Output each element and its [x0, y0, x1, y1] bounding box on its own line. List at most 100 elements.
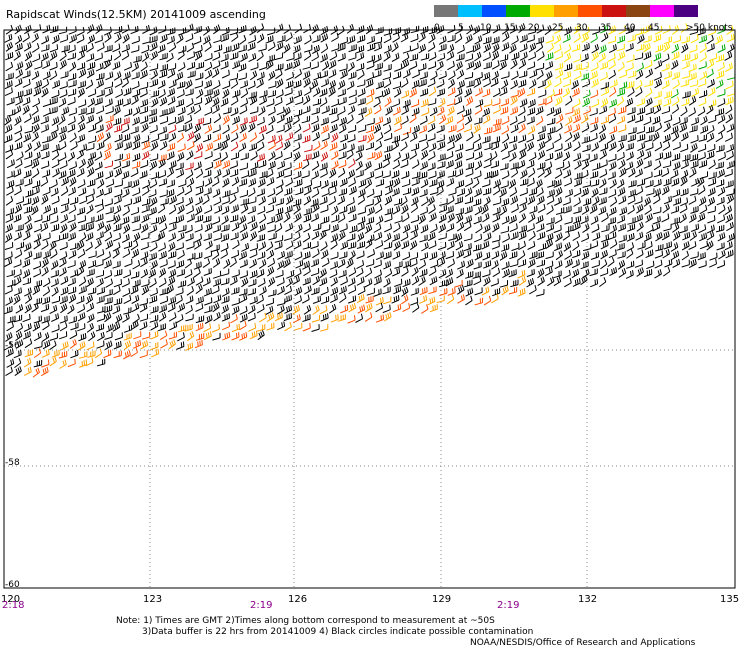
- wind-barb: [563, 71, 572, 80]
- legend-unit-label: >50 knots: [686, 23, 733, 33]
- wind-barb: [22, 70, 31, 79]
- wind-barb: [24, 51, 33, 62]
- wind-barb: [418, 63, 427, 72]
- wind-barb: [699, 90, 708, 99]
- wind-barb: [131, 95, 139, 106]
- wind-barb: [239, 80, 248, 89]
- wind-barb: [671, 43, 680, 54]
- wind-barb: [392, 98, 401, 108]
- wind-barb: [590, 89, 599, 99]
- wind-barb: [31, 33, 39, 43]
- wind-barb: [364, 107, 373, 117]
- wind-barb: [259, 62, 268, 71]
- wind-barb: [204, 80, 213, 89]
- wind-barb: [42, 71, 51, 81]
- wind-barb: [347, 35, 356, 45]
- wind-barb: [518, 59, 527, 70]
- wind-barb: [627, 114, 636, 124]
- wind-barb: [436, 88, 446, 97]
- wind-barb: [447, 106, 455, 116]
- wind-barb: [185, 33, 194, 43]
- wind-barb: [294, 124, 302, 134]
- wind-barb: [589, 70, 598, 80]
- wind-barb: [212, 60, 221, 70]
- wind-barb: [572, 123, 581, 133]
- wind-barb: [626, 54, 635, 63]
- wind-barb: [726, 25, 734, 36]
- wind-barb: [509, 44, 517, 54]
- wind-barb: [321, 61, 330, 71]
- wind-barb: [475, 99, 484, 108]
- wind-barb: [77, 87, 85, 98]
- wind-barb: [25, 60, 33, 71]
- wind-barb: [67, 73, 77, 81]
- wind-barb: [265, 125, 274, 135]
- wind-barb: [600, 81, 609, 90]
- wind-barb: [661, 106, 670, 115]
- wind-barb: [655, 44, 664, 53]
- wind-barb: [526, 34, 535, 43]
- wind-barb: [527, 99, 536, 108]
- wind-barb: [94, 35, 103, 44]
- wind-barb: [725, 96, 734, 106]
- wind-barb: [688, 107, 696, 117]
- wind-barb: [41, 52, 49, 62]
- wind-barb: [49, 51, 58, 61]
- wind-barb: [69, 34, 77, 44]
- wind-barb: [220, 61, 229, 70]
- wind-barb: [573, 70, 582, 81]
- wind-barb: [139, 88, 148, 98]
- wind-barb: [418, 125, 427, 134]
- wind-barb: [22, 105, 30, 115]
- wind-barb: [472, 43, 481, 53]
- wind-barb: [571, 79, 579, 90]
- wind-barb: [438, 35, 447, 45]
- wind-barb: [176, 81, 186, 89]
- wind-barb: [625, 62, 634, 72]
- wind-barb: [518, 70, 528, 79]
- wind-barb: [5, 41, 13, 52]
- wind-barb: [382, 87, 391, 98]
- wind-barb: [94, 97, 103, 106]
- wind-barb: [616, 96, 625, 107]
- wind-barb: [121, 117, 130, 126]
- wind-barb: [400, 33, 409, 43]
- wind-barb: [168, 124, 177, 134]
- wind-barb: [544, 79, 552, 90]
- wind-barb: [150, 90, 160, 98]
- wind-barb: [456, 44, 465, 54]
- wind-barb: [662, 25, 671, 34]
- wind-barb: [239, 34, 247, 45]
- wind-barb: [212, 52, 221, 61]
- wind-barb: [599, 61, 609, 70]
- wind-barb: [455, 61, 463, 71]
- wind-barb: [643, 42, 651, 53]
- wind-barb: [446, 44, 455, 54]
- wind-barb: [79, 44, 88, 53]
- wind-barb: [33, 87, 42, 97]
- wind-barb: [268, 70, 276, 81]
- wind-barb: [727, 43, 735, 54]
- wind-barb: [250, 62, 259, 71]
- wind-barb: [140, 115, 149, 124]
- wind-barb: [644, 60, 653, 69]
- wind-barb: [67, 96, 76, 106]
- wind-barb: [149, 63, 159, 71]
- wind-barb: [274, 97, 283, 107]
- wind-barb: [337, 43, 346, 52]
- wind-barb: [672, 117, 681, 126]
- wind-barb: [464, 115, 473, 126]
- wind-barb: [402, 45, 411, 54]
- wind-barb: [545, 52, 554, 61]
- wind-barb: [501, 116, 510, 125]
- wind-barb: [582, 97, 590, 108]
- wind-barb: [625, 43, 634, 52]
- wind-barb: [113, 71, 122, 81]
- wind-barb: [581, 42, 590, 52]
- wind-barb: [373, 54, 382, 63]
- wind-barb: [617, 115, 626, 125]
- wind-barb: [310, 61, 319, 70]
- wind-barb: [212, 124, 221, 134]
- wind-barb: [94, 115, 103, 125]
- wind-barb: [708, 53, 718, 62]
